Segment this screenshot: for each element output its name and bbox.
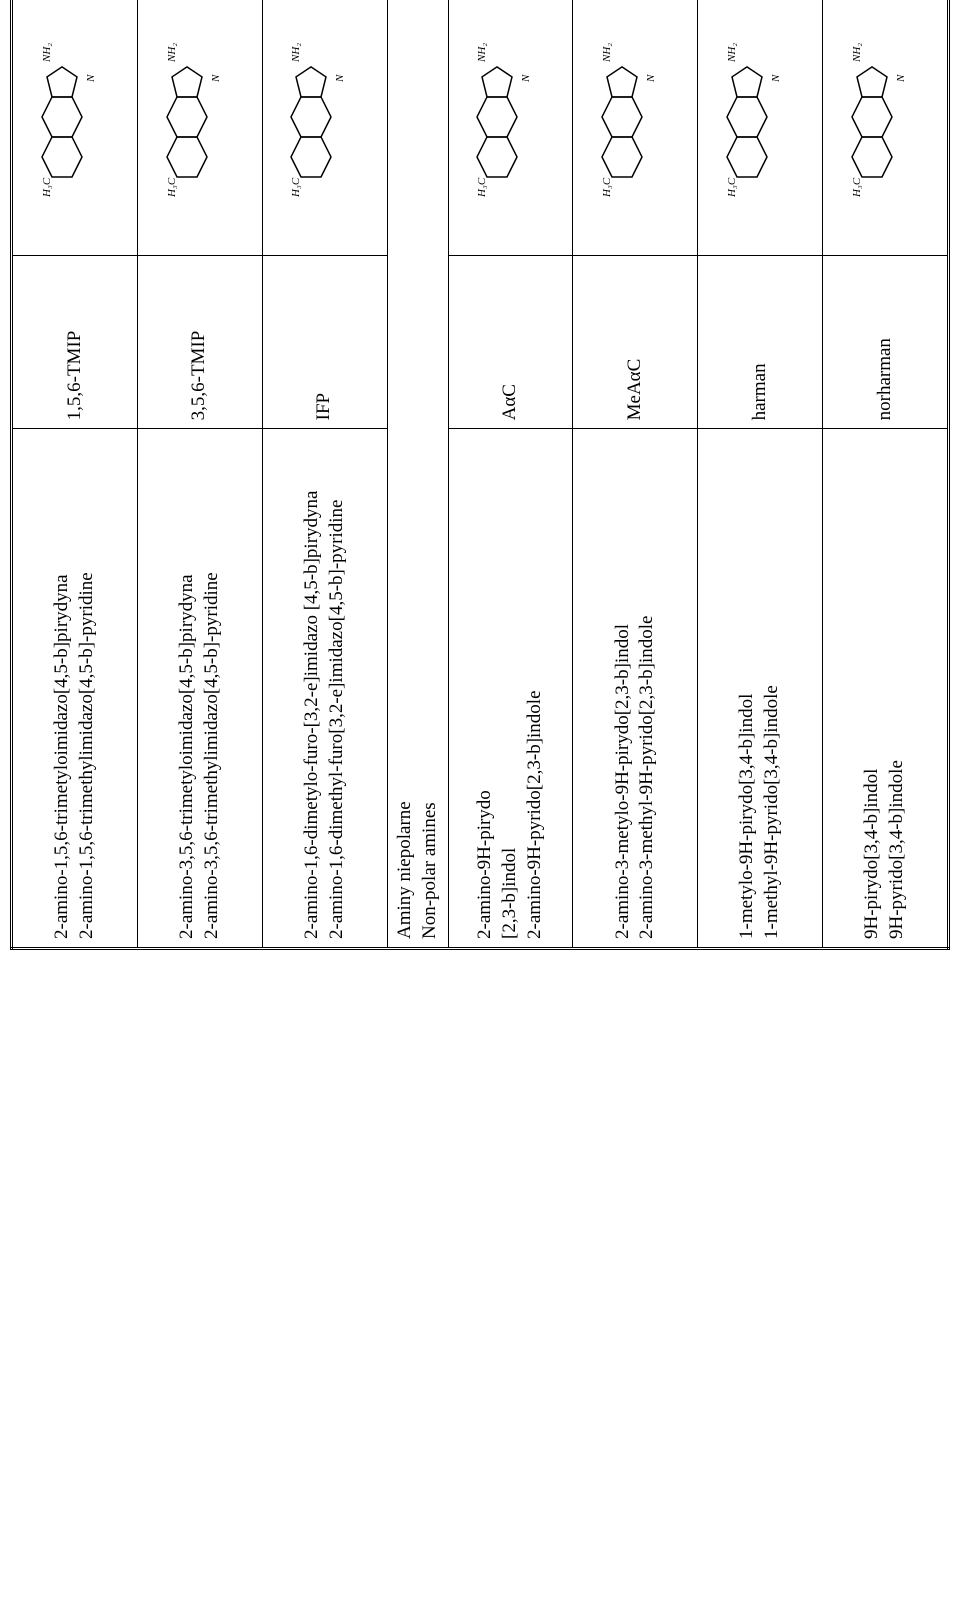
structure-cell: NH₂ H₃C N [823, 0, 949, 256]
compound-abbr: norharman [874, 338, 895, 420]
compound-abbr: harman [749, 363, 770, 420]
compound-abbr: AαC [499, 384, 520, 420]
abbr-cell: 3,5,6-TMIP [137, 256, 262, 429]
compound-name-en: 2-amino-3-methyl-9H-pyrido[2,3-b]indole [636, 616, 657, 939]
svg-text:NH₂: NH₂ [290, 43, 302, 63]
compound-name-pl: 2-amino-9H-pirydo[2,3-b]indol [474, 790, 520, 939]
svg-text:NH₂: NH₂ [601, 43, 613, 63]
compound-abbr: 3,5,6-TMIP [188, 331, 209, 421]
structure-cell: NH₂ H₃C N [698, 0, 823, 256]
table-row: 1-metylo-9H-pirydo[3,4-b]indol1-methyl-9… [698, 0, 823, 949]
structure-icon: NH₂ H₃C N [147, 0, 247, 247]
section-header-pl: Aminy niepolarne [394, 801, 415, 939]
structure-cell: NH₂ H₃C N [262, 0, 387, 256]
compound-name-cell: 9H-pirydo[3,4-b]indol9H-pyrido[3,4-b]ind… [823, 429, 949, 949]
compound-name-cell: 2-amino-1,5,6-trimetyloimidazo[4,5-b]pir… [12, 429, 138, 949]
compound-name-en: 2-amino-1,6-dimethyl-furo[3,2-e]imidazo[… [326, 500, 347, 940]
structure-icon: NH₂ H₃C N [271, 0, 371, 247]
compound-abbr: IFP [313, 393, 334, 420]
structure-cell: NH₂ H₃C N [573, 0, 698, 256]
section-header-row: Aminy niepolarneNon-polar amines [387, 0, 448, 949]
svg-text:NH₂: NH₂ [41, 43, 53, 63]
table-row: 2-amino-1,5,6-trimetyloimidazo[4,5-b]pir… [12, 0, 138, 949]
svg-text:H₃C: H₃C [41, 177, 53, 198]
compound-name-en: 2-amino-9H-pyrido[2,3-b]indole [524, 690, 545, 939]
svg-text:N: N [334, 74, 346, 83]
compound-name-cell: 1-metylo-9H-pirydo[3,4-b]indol1-methyl-9… [698, 429, 823, 949]
structure-icon: NH₂ H₃C N [707, 0, 807, 247]
section-header: Aminy niepolarneNon-polar amines [387, 0, 448, 949]
svg-text:N: N [770, 74, 782, 83]
svg-text:N: N [520, 74, 532, 83]
compound-name-en: 2-amino-3,5,6-trimethylimidazo[4,5-b]-py… [201, 572, 222, 939]
compound-abbr: MeAαC [624, 359, 645, 421]
compound-name-pl: 2-amino-1,5,6-trimetyloimidazo[4,5-b]pir… [51, 574, 72, 939]
table-row: 2-amino-3-metylo-9H-pirydo[2,3-b]indol2-… [573, 0, 698, 949]
table-row: 9H-pirydo[3,4-b]indol9H-pyrido[3,4-b]ind… [823, 0, 949, 949]
structure-icon: NH₂ H₃C N [582, 0, 682, 247]
compound-abbr: 1,5,6-TMIP [64, 331, 85, 421]
svg-text:N: N [210, 74, 222, 83]
structure-cell: NH₂ H₃C N [12, 0, 138, 256]
compound-name-cell: 2-amino-3,5,6-trimetyloimidazo[4,5-b]pir… [137, 429, 262, 949]
structure-icon: NH₂ H₃C N [832, 0, 932, 247]
structure-cell: NH₂ H₃C N [448, 0, 573, 256]
svg-text:NH₂: NH₂ [166, 43, 178, 63]
abbr-cell: IFP [262, 256, 387, 429]
svg-text:NH₂: NH₂ [851, 43, 863, 63]
svg-text:H₃C: H₃C [851, 177, 863, 198]
compound-name-pl: 2-amino-1,6-dimetylo-furo-[3,2-e]imidazo… [301, 491, 322, 939]
abbr-cell: MeAαC [573, 256, 698, 429]
svg-text:NH₂: NH₂ [726, 43, 738, 63]
svg-text:H₃C: H₃C [166, 177, 178, 198]
compound-table: 2-amino-1,5,6-trimetyloimidazo[4,5-b]pir… [10, 0, 950, 950]
abbr-cell: norharman [823, 256, 949, 429]
compound-name-en: 2-amino-1,5,6-trimethylimidazo[4,5-b]-py… [76, 572, 97, 939]
compound-name-cell: 2-amino-3-metylo-9H-pirydo[2,3-b]indol2-… [573, 429, 698, 949]
svg-text:H₃C: H₃C [726, 177, 738, 198]
abbr-cell: harman [698, 256, 823, 429]
table-row: 2-amino-9H-pirydo[2,3-b]indol2-amino-9H-… [448, 0, 573, 949]
compound-name-cell: 2-amino-9H-pirydo[2,3-b]indol2-amino-9H-… [448, 429, 573, 949]
compound-name-en: 9H-pyrido[3,4-b]indole [886, 760, 907, 939]
svg-text:H₃C: H₃C [601, 177, 613, 198]
table-row: 2-amino-1,6-dimetylo-furo-[3,2-e]imidazo… [262, 0, 387, 949]
svg-text:N: N [895, 74, 907, 83]
compound-name-pl: 2-amino-3,5,6-trimetyloimidazo[4,5-b]pir… [176, 574, 197, 939]
compound-name-pl: 1-metylo-9H-pirydo[3,4-b]indol [736, 694, 757, 939]
compound-name-pl: 9H-pirydo[3,4-b]indol [861, 769, 882, 939]
svg-text:H₃C: H₃C [476, 177, 488, 198]
compound-name-en: 1-methyl-9H-pyrido[3,4-b]indole [761, 685, 782, 939]
abbr-cell: 1,5,6-TMIP [12, 256, 138, 429]
table-row: 2-amino-3,5,6-trimetyloimidazo[4,5-b]pir… [137, 0, 262, 949]
structure-cell: NH₂ H₃C N [137, 0, 262, 256]
section-header-en: Non-polar amines [419, 802, 440, 939]
structure-icon: NH₂ H₃C N [22, 0, 122, 247]
structure-icon: NH₂ H₃C N [457, 0, 557, 247]
svg-text:N: N [85, 74, 97, 83]
compound-name-cell: 2-amino-1,6-dimetylo-furo-[3,2-e]imidazo… [262, 429, 387, 949]
svg-text:H₃C: H₃C [290, 177, 302, 198]
compound-name-pl: 2-amino-3-metylo-9H-pirydo[2,3-b]indol [612, 624, 633, 939]
svg-text:N: N [645, 74, 657, 83]
svg-text:NH₂: NH₂ [476, 43, 488, 63]
abbr-cell: AαC [448, 256, 573, 429]
